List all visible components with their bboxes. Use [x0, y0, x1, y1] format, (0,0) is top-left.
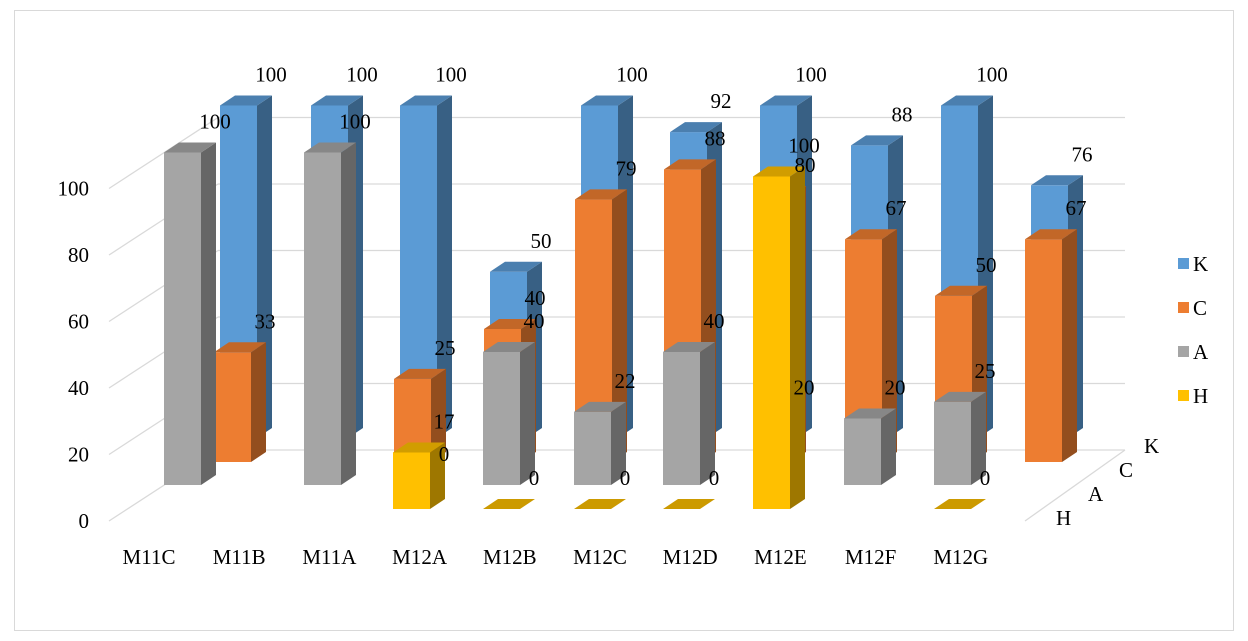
data-label: 0	[709, 466, 720, 490]
data-label: 67	[886, 196, 907, 220]
legend-item-H: H	[1178, 384, 1208, 408]
bar-H-4	[483, 499, 535, 509]
x-category-label: M12B	[483, 545, 537, 569]
x-category-label: M12C	[573, 545, 627, 569]
data-label: 22	[615, 369, 636, 393]
data-label: 0	[439, 442, 450, 466]
legend-swatch	[1178, 302, 1189, 313]
y-tick-label: 100	[58, 177, 90, 201]
x-category-label: M11C	[123, 545, 176, 569]
legend-label: A	[1193, 340, 1209, 364]
depth-axis-label: A	[1088, 482, 1104, 506]
data-label: 100	[339, 110, 371, 134]
bar-H-9	[934, 499, 986, 509]
x-axis-categories: M11C M11B M11A M12A M12B M12C M12D M12E M12F M12G	[123, 545, 989, 569]
bar-A-0	[164, 142, 216, 485]
data-label: 0	[529, 466, 540, 490]
x-category-label: M11A	[302, 545, 357, 569]
bar-H-5	[574, 499, 626, 509]
data-labels: 100 100 100 50 100 92 100 88 100 76 33 25 40 79 88 80 67…	[199, 63, 1092, 491]
depth-axis-label: C	[1119, 458, 1133, 482]
chart-svg: 100 100 100 50 100 92 100 88 100 76 33 25 40 79 88 80 67…	[58, 63, 1210, 570]
bar-A-4	[483, 342, 535, 485]
data-label: 50	[531, 229, 552, 253]
legend-item-K: K	[1178, 252, 1208, 276]
data-label: 100	[435, 63, 467, 87]
data-label: 80	[795, 153, 816, 177]
y-tick-label: 60	[68, 310, 89, 334]
x-category-label: M12F	[845, 545, 896, 569]
bar-A-2	[304, 142, 356, 485]
chart-frame: 100 100 100 50 100 92 100 88 100 76 33 25 40 79 88 80 67…	[14, 10, 1234, 631]
legend-label: C	[1193, 296, 1207, 320]
bar-C-1	[214, 342, 266, 462]
data-label: 88	[892, 102, 913, 126]
data-label: 79	[616, 156, 637, 180]
x-category-label: M12E	[754, 545, 807, 569]
y-tick-label: 40	[68, 376, 89, 400]
legend-item-A: A	[1178, 340, 1209, 364]
data-label: 20	[794, 376, 815, 400]
data-label: 67	[1066, 196, 1087, 220]
legend-swatch	[1178, 258, 1189, 269]
data-label: 100	[346, 63, 378, 87]
data-label: 100	[788, 134, 820, 158]
data-label: 100	[976, 63, 1008, 87]
bar-H-7	[753, 166, 805, 509]
y-axis-ticks: 0 20 40 60 80 100	[58, 177, 90, 534]
x-category-label: M12A	[392, 545, 448, 569]
legend-swatch	[1178, 390, 1189, 401]
depth-axis-label: K	[1144, 434, 1159, 458]
bar-C-10	[1025, 229, 1077, 462]
data-label: 100	[199, 110, 231, 134]
x-category-label: M11B	[213, 545, 266, 569]
legend-item-C: C	[1178, 296, 1207, 320]
data-label: 40	[704, 309, 725, 333]
bar-A-6	[663, 342, 715, 485]
data-label: 50	[976, 253, 997, 277]
y-tick-label: 20	[68, 443, 89, 467]
data-label: 88	[705, 126, 726, 150]
bar-H-3	[393, 442, 445, 509]
data-label: 100	[255, 63, 287, 87]
bar-A-9	[934, 391, 986, 485]
legend-label: H	[1193, 384, 1208, 408]
data-label: 20	[885, 376, 906, 400]
data-label: 25	[975, 359, 996, 383]
bars	[164, 95, 1083, 509]
y-tick-label: 0	[79, 509, 90, 533]
data-label: 0	[620, 466, 631, 490]
data-label: 100	[616, 63, 648, 87]
bar-A-8	[844, 408, 896, 485]
data-label: 100	[795, 63, 827, 87]
depth-axis-label: H	[1056, 506, 1071, 530]
legend-swatch	[1178, 346, 1189, 357]
data-label: 25	[435, 336, 456, 360]
bar-H-6	[663, 499, 715, 509]
bar-A-5	[574, 401, 626, 485]
data-label: 0	[980, 466, 991, 490]
x-category-label: M12D	[663, 545, 718, 569]
x-category-label: M12G	[933, 545, 988, 569]
data-label: 40	[524, 309, 545, 333]
floor-edge	[1024, 449, 1126, 522]
data-label: 76	[1072, 142, 1093, 166]
data-label: 40	[525, 286, 546, 310]
data-label: 92	[711, 89, 732, 113]
legend-label: K	[1193, 252, 1208, 276]
data-label: 33	[255, 309, 276, 333]
data-label: 17	[434, 409, 455, 433]
y-tick-label: 80	[68, 243, 89, 267]
